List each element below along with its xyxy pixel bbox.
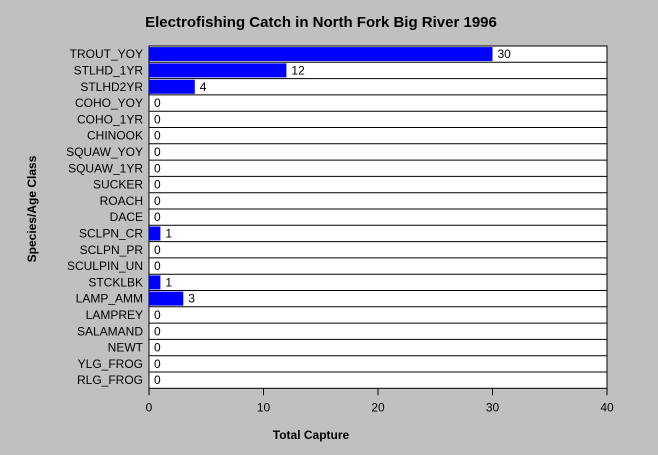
category-label: STLHD2YR bbox=[80, 80, 143, 94]
category-label: ROACH bbox=[100, 194, 143, 208]
data-label: 0 bbox=[154, 357, 161, 371]
category-label: COHO_YOY bbox=[75, 96, 143, 110]
category-label: SQUAW_YOY bbox=[66, 145, 143, 159]
data-label: 0 bbox=[154, 178, 161, 192]
data-label: 12 bbox=[291, 64, 305, 78]
bar-sclpn-cr bbox=[149, 226, 161, 241]
category-label: SCULPIN_UN bbox=[67, 259, 143, 273]
bar-stlhd-1yr bbox=[149, 63, 287, 78]
category-label: CHINOOK bbox=[87, 129, 143, 143]
x-tick-label: 20 bbox=[371, 400, 385, 414]
x-axis: 0 10 20 30 40 bbox=[146, 388, 614, 414]
category-label: STLHD_1YR bbox=[74, 64, 144, 78]
data-label: 0 bbox=[154, 341, 161, 355]
category-label: SUCKER bbox=[93, 178, 143, 192]
category-label: RLG_FROG bbox=[77, 373, 143, 387]
category-label: YLG_FROG bbox=[78, 357, 143, 371]
bar-stcklbk bbox=[149, 275, 161, 290]
data-label: 0 bbox=[154, 243, 161, 257]
bar-lamp-amm bbox=[149, 291, 184, 306]
y-axis-title: Species/Age Class bbox=[25, 155, 39, 262]
bars bbox=[149, 47, 493, 306]
data-label: 3 bbox=[188, 292, 195, 306]
data-label: 0 bbox=[154, 145, 161, 159]
category-label: LAMPREY bbox=[86, 308, 143, 322]
x-tick-label: 40 bbox=[600, 400, 614, 414]
data-label: 1 bbox=[165, 227, 172, 241]
category-label: SCLPN_PR bbox=[80, 243, 144, 257]
x-axis-title: Total Capture bbox=[273, 428, 350, 442]
data-label: 0 bbox=[154, 96, 161, 110]
bar-stlhd2yr bbox=[149, 79, 195, 94]
x-tick-label: 30 bbox=[486, 400, 500, 414]
data-label: 4 bbox=[200, 80, 207, 94]
data-label: 0 bbox=[154, 210, 161, 224]
data-label: 0 bbox=[154, 259, 161, 273]
category-label: SQUAW_1YR bbox=[68, 161, 143, 175]
data-label: 0 bbox=[154, 161, 161, 175]
category-label: SALAMAND bbox=[77, 324, 143, 338]
data-label: 0 bbox=[154, 112, 161, 126]
plot-area bbox=[148, 45, 608, 389]
category-label: LAMP_AMM bbox=[76, 292, 143, 306]
x-tick-label: 0 bbox=[146, 400, 153, 414]
category-label: STCKLBK bbox=[88, 275, 143, 289]
category-label: SCLPN_CR bbox=[79, 227, 143, 241]
data-label: 0 bbox=[154, 308, 161, 322]
category-label: DACE bbox=[110, 210, 143, 224]
data-label: 30 bbox=[498, 47, 512, 61]
category-label: TROUT_YOY bbox=[70, 47, 143, 61]
data-label: 0 bbox=[154, 324, 161, 338]
data-label: 0 bbox=[154, 129, 161, 143]
data-label: 0 bbox=[154, 194, 161, 208]
bar-trout-yoy bbox=[149, 47, 493, 62]
category-label: NEWT bbox=[108, 341, 144, 355]
x-tick-label: 10 bbox=[257, 400, 271, 414]
gridlines bbox=[149, 61, 607, 373]
category-label: COHO_1YR bbox=[77, 112, 143, 126]
data-label: 1 bbox=[165, 275, 172, 289]
chart-title: Electrofishing Catch in North Fork Big R… bbox=[145, 14, 497, 31]
category-labels: TROUT_YOY STLHD_1YR STLHD2YR COHO_YOY COHO_1… bbox=[66, 47, 144, 387]
data-label: 0 bbox=[154, 373, 161, 387]
